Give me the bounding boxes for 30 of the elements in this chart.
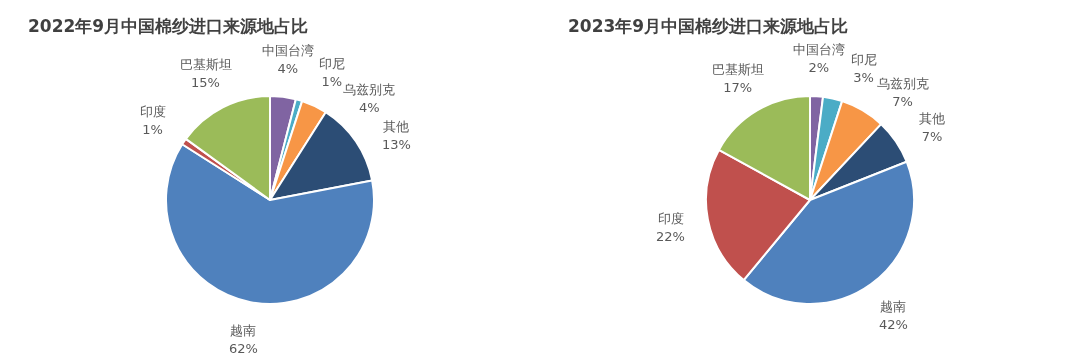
slice-label: 其他: [919, 111, 946, 127]
slice-label: 中国台湾: [261, 43, 314, 59]
slice-label: 印尼: [318, 56, 345, 72]
slice-label: 印度: [139, 104, 166, 120]
slice-label: 印尼: [850, 52, 877, 68]
slice-label: 其他: [383, 119, 410, 135]
slice-label: 印度: [657, 210, 684, 226]
data-label: 22%: [656, 228, 685, 244]
data-label: 13%: [381, 137, 411, 153]
slice-label: 巴基斯坦: [711, 61, 764, 77]
data-label: 62%: [228, 341, 258, 357]
data-label: 3%: [853, 70, 874, 86]
chart-title: 2023年9月中国棉纱进口来源地占比: [568, 16, 849, 36]
chart-title: 2022年9月中国棉纱进口来源地占比: [28, 16, 309, 36]
data-label: 7%: [921, 129, 943, 145]
slice-label: 乌兹别克: [876, 76, 929, 92]
data-label: 42%: [879, 316, 908, 332]
data-label: 17%: [723, 79, 753, 95]
slice-label: 巴基斯坦: [179, 57, 232, 73]
data-label: 4%: [358, 100, 380, 116]
data-label: 2%: [808, 60, 830, 76]
slice-label: 越南: [880, 298, 907, 314]
slice-label: 中国台湾: [792, 42, 845, 58]
data-label: 1%: [142, 122, 163, 138]
slice-label: 乌兹别克: [343, 82, 396, 98]
data-label: 7%: [892, 94, 913, 110]
data-label: 4%: [277, 61, 299, 77]
data-label: 1%: [321, 74, 343, 90]
slice-label: 越南: [230, 323, 257, 339]
data-label: 15%: [191, 75, 220, 91]
